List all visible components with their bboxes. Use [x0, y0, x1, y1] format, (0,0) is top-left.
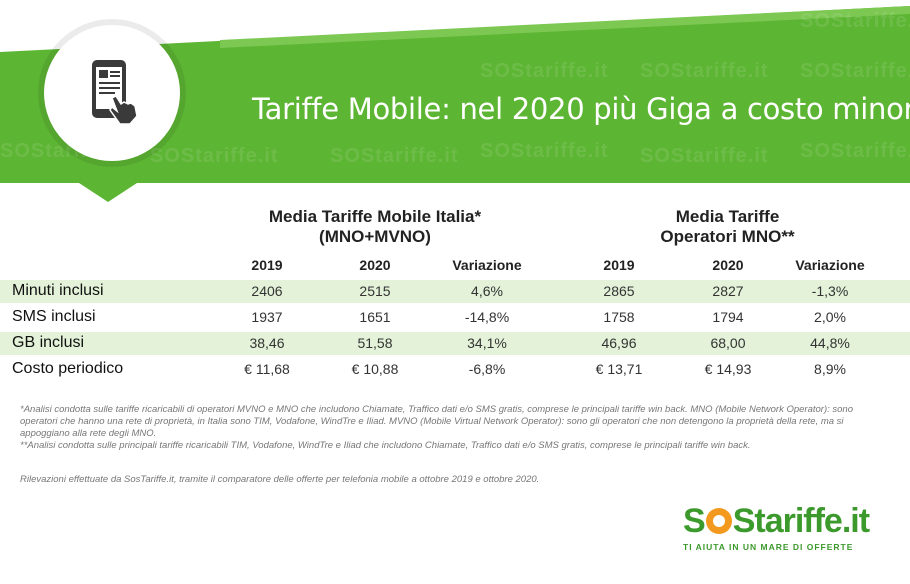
row-label: Costo periodico — [12, 360, 124, 377]
table-cell: 38,46 — [249, 335, 285, 351]
table-cell: € 13,71 — [595, 361, 643, 377]
lifebuoy-icon — [705, 508, 732, 534]
table-cell: 46,96 — [601, 335, 637, 351]
watermark-text: SOStariffe.it — [330, 145, 459, 167]
table-cell: 1758 — [603, 309, 635, 325]
table-cell: -6,8% — [468, 361, 506, 377]
watermark-text: SOStariffe.it — [640, 60, 769, 82]
row-label: GB inclusi — [12, 334, 85, 351]
logo-tagline: TI AIUTA IN UN MARE DI OFFERTE — [683, 542, 854, 552]
column-header: 2020 — [712, 257, 744, 273]
table-cell: 4,6% — [471, 283, 503, 299]
table-row: Costo periodico € 11,68 € 10,88 -6,8% € … — [0, 358, 910, 381]
watermark-text: SOStariffe.it — [800, 10, 910, 32]
page-title: Tariffe Mobile: nel 2020 più Giga a cost… — [252, 92, 910, 126]
table-cell: € 11,68 — [244, 361, 290, 377]
table-cell: 2,0% — [814, 309, 846, 325]
watermark-text: SOStariffe.it — [150, 145, 279, 167]
watermark-text: SOStariffe.it — [800, 60, 910, 82]
table-cell: 2515 — [359, 283, 391, 299]
watermark-text: SOStariffe.it — [800, 140, 910, 162]
table-cell: 68,00 — [710, 335, 746, 351]
table-cell: 34,1% — [467, 335, 507, 351]
header-banner: SOStariffe.it SOStariffe.it SOStariffe.i… — [0, 0, 910, 183]
table-row: Minuti inclusi 2406 2515 4,6% 2865 2827 … — [0, 280, 910, 303]
table-cell: 51,58 — [357, 335, 393, 351]
column-header: Variazione — [452, 257, 522, 273]
source-note: Rilevazioni effettuate da SosTariffe.it,… — [20, 474, 540, 485]
watermark-text: SOStariffe.it — [640, 145, 769, 167]
table-cell: 44,8% — [810, 335, 850, 351]
sostariffe-logo: S Stariffe.it TI AIUTA IN UN MARE DI OFFE… — [683, 502, 898, 557]
table-cell: -14,8% — [464, 309, 510, 325]
group-heading-mno: Media Tariffe Operatori MNO** — [660, 207, 795, 246]
footnote-mno: **Analisi condotta sulle principali tari… — [20, 440, 751, 451]
table-cell: 2406 — [251, 283, 283, 299]
table-cell: 2865 — [603, 283, 635, 299]
table-cell: 2827 — [712, 283, 744, 299]
table-cell: € 14,93 — [704, 361, 752, 377]
table-cell: 8,9% — [814, 361, 846, 377]
column-header: 2019 — [251, 257, 283, 273]
column-header: Variazione — [795, 257, 865, 273]
logo-wordmark: S Stariffe.it — [683, 502, 870, 540]
footnote-mvno-mno: *Analisi condotta sulle tariffe ricarica… — [20, 404, 853, 439]
row-label: SMS inclusi — [12, 308, 96, 325]
smartphone-tap-icon — [92, 60, 138, 125]
group-heading-italia: Media Tariffe Mobile Italia* (MNO+MVNO) — [268, 207, 482, 246]
header-pointer — [79, 183, 137, 202]
table-cell: -1,3% — [811, 283, 849, 299]
table-cell: 1794 — [712, 309, 744, 325]
column-header: 2019 — [603, 257, 635, 273]
table-cell: 1651 — [359, 309, 391, 325]
table-row: SMS inclusi 1937 1651 -14,8% 1758 1794 2… — [0, 306, 910, 329]
column-header: 2020 — [359, 257, 391, 273]
footnotes: *Analisi condotta sulle tariffe ricarica… — [20, 404, 892, 452]
table-cell: 1937 — [251, 309, 283, 325]
watermark-text: SOStariffe.it — [480, 140, 609, 162]
table-cell: € 10,88 — [351, 361, 399, 377]
row-label: Minuti inclusi — [12, 282, 104, 299]
table-row: GB inclusi 38,46 51,58 34,1% 46,96 68,00… — [0, 332, 910, 355]
header-wedge — [0, 0, 910, 52]
watermark-text: SOStariffe.it — [480, 60, 609, 82]
